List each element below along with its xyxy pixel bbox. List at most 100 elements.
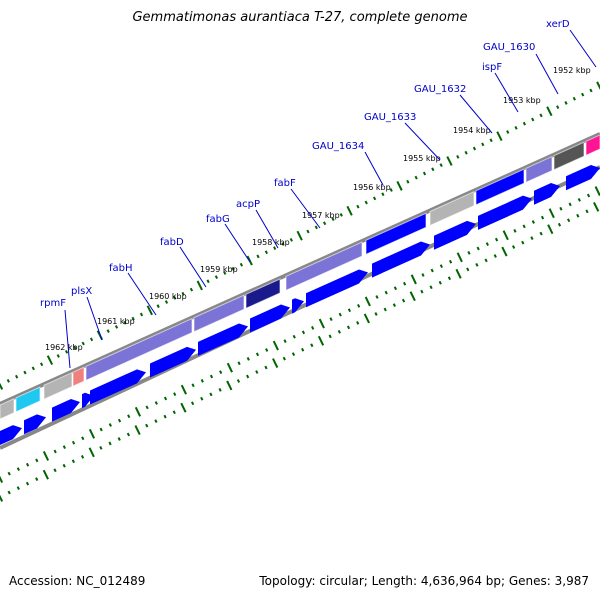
- tick-mark: [272, 358, 279, 369]
- cds-arrow: [372, 241, 430, 278]
- feature-segment: [285, 241, 363, 292]
- tick-mark: [42, 469, 49, 480]
- tick-mark: [46, 355, 54, 366]
- tick-mark: [145, 405, 149, 410]
- tick-mark: [364, 200, 368, 205]
- gene-label-acpP: acpP: [236, 199, 260, 210]
- tick-mark: [464, 150, 468, 155]
- kbp-label: 1958 kbp: [252, 238, 290, 247]
- backbone-outer-line: [0, 132, 600, 406]
- tick-mark: [456, 252, 463, 263]
- tick-mark: [489, 138, 493, 143]
- tick-mark: [539, 231, 543, 236]
- tick-mark: [484, 258, 488, 263]
- tick-mark: [384, 290, 388, 295]
- feature-segment: [365, 212, 427, 256]
- tick-mark: [439, 264, 443, 269]
- gene-label-xerD: xerD: [546, 19, 570, 30]
- tick-mark: [556, 105, 560, 109]
- tick-mark: [106, 329, 110, 333]
- tick-mark: [585, 209, 589, 214]
- tick-mark: [522, 224, 526, 229]
- tick-mark: [346, 325, 351, 330]
- tick-mark: [282, 356, 286, 361]
- tick-mark: [593, 201, 600, 212]
- tick-mark: [596, 81, 600, 90]
- tick-mark: [256, 254, 260, 259]
- tick-mark: [531, 117, 535, 122]
- tick-mark: [273, 246, 277, 250]
- tick-mark: [99, 427, 103, 432]
- tick-mark: [447, 276, 452, 281]
- tick-mark: [501, 246, 508, 257]
- tick-mark: [173, 392, 177, 397]
- tick-mark: [581, 92, 585, 97]
- callout-line: [290, 188, 321, 229]
- tick-mark: [219, 370, 223, 374]
- gene-label-fabD: fabD: [160, 237, 184, 248]
- tick-mark: [0, 494, 4, 502]
- tick-mark: [156, 304, 160, 309]
- tick-mark: [401, 298, 406, 303]
- feature-segment: [85, 317, 193, 382]
- tick-mark: [559, 206, 563, 211]
- tick-mark: [163, 396, 168, 401]
- callout-line: [404, 122, 441, 161]
- tick-mark: [209, 392, 213, 397]
- tick-mark: [139, 312, 144, 317]
- kbp-label: 1953 kbp: [503, 96, 541, 105]
- tick-mark: [292, 334, 296, 339]
- cds-arrow: [306, 269, 368, 308]
- tick-mark: [439, 163, 443, 168]
- tick-mark: [191, 401, 195, 406]
- tick-mark: [134, 406, 141, 417]
- tick-mark: [422, 171, 427, 176]
- tick-mark: [502, 230, 509, 241]
- tick-mark: [467, 251, 471, 255]
- tick-mark: [146, 305, 153, 316]
- callout-line: [64, 309, 71, 369]
- tick-mark: [291, 352, 296, 357]
- tick-mark: [522, 121, 527, 126]
- tick-mark: [246, 255, 253, 266]
- tick-mark: [117, 418, 122, 423]
- accession-text: Accession: NC_012489: [9, 574, 146, 588]
- tick-mark: [246, 356, 250, 361]
- tick-mark: [328, 334, 332, 339]
- tick-mark: [181, 291, 185, 296]
- cds-arrow: [90, 369, 146, 405]
- tick-mark: [7, 490, 11, 495]
- tick-mark: [296, 230, 303, 241]
- gene-label-fabH: fabH: [109, 263, 133, 274]
- tick-mark: [568, 202, 572, 207]
- tick-mark: [311, 326, 315, 330]
- tick-mark: [567, 218, 571, 223]
- tick-mark: [25, 481, 30, 486]
- gene-label-GAU_1632: GAU_1632: [414, 84, 466, 95]
- tick-mark: [164, 300, 169, 304]
- feature-segment: [193, 294, 245, 333]
- tick-mark: [455, 268, 462, 279]
- tick-mark: [180, 384, 187, 395]
- tick-mark: [589, 88, 593, 93]
- tick-mark: [546, 106, 553, 117]
- tick-mark: [134, 425, 141, 435]
- callout-line: [224, 223, 251, 263]
- tick-mark: [485, 242, 489, 246]
- tick-mark: [289, 237, 293, 242]
- tick-mark: [53, 468, 57, 473]
- tick-mark: [223, 271, 227, 275]
- cds-arrow: [0, 425, 22, 445]
- kbp-labels: 1952 kbp 1953 kbp 1954 kbp 1955 kbp 1956…: [45, 66, 591, 352]
- tick-mark: [586, 193, 591, 198]
- tick-mark: [173, 296, 177, 300]
- tick-mark: [35, 477, 39, 482]
- tick-mark: [127, 414, 131, 419]
- tick-mark: [7, 471, 11, 476]
- topology-summary-text: Topology: circular; Length: 4,636,964 bp…: [259, 574, 589, 588]
- tick-mark: [393, 286, 398, 291]
- tick-mark: [64, 349, 69, 354]
- tick-mark: [31, 366, 35, 371]
- tick-mark: [99, 446, 103, 450]
- cds-arrow: [250, 304, 290, 333]
